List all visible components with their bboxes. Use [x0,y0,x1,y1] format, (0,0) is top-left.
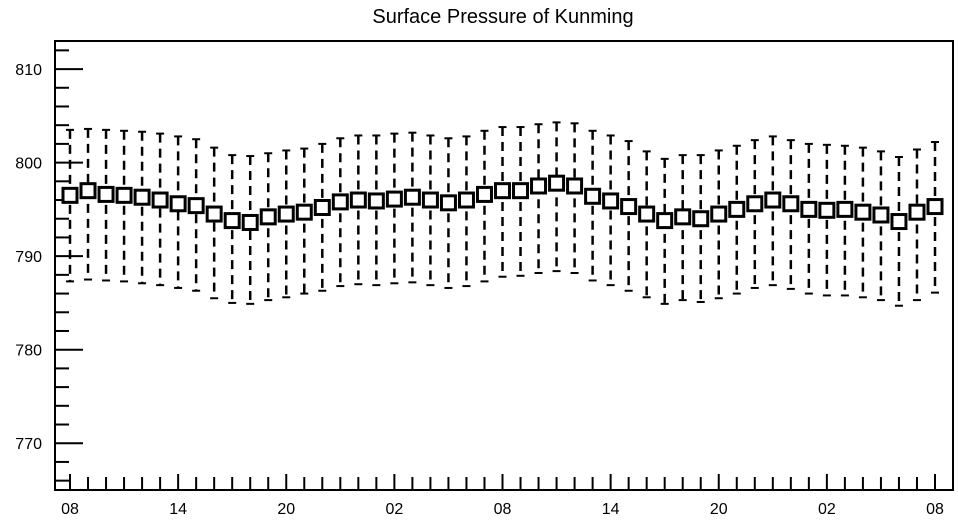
boxes [61,174,944,231]
box-marker [530,177,548,195]
box-marker [151,191,169,209]
box-marker [836,200,854,218]
y-axis: 770 780 790 800 810 [15,49,83,482]
whiskers [66,121,939,307]
x-tick-label: 20 [710,501,728,518]
box-marker [656,212,674,230]
box-marker [620,198,638,216]
y-tick-label: 770 [15,436,42,453]
box-marker [349,191,367,209]
box-marker [584,187,602,205]
box-marker [457,191,475,209]
box-marker [295,203,313,221]
box-marker [818,201,836,219]
x-tick-label: 02 [818,501,836,518]
box-marker [421,191,439,209]
box-marker [403,188,421,206]
box-marker [331,193,349,211]
box-marker [133,188,151,206]
box-marker [872,206,890,224]
box-marker [764,191,782,209]
box-marker [205,205,223,223]
box-marker [800,200,818,218]
chart-title: Surface Pressure of Kunming [372,6,633,28]
x-tick-label: 08 [926,501,944,518]
box-marker [710,205,728,223]
box-marker [313,199,331,217]
box-marker [169,195,187,213]
box-marker [908,203,926,221]
box-marker [602,192,620,210]
box-marker [782,195,800,213]
y-tick-label: 780 [15,343,42,360]
box-marker [674,208,692,226]
box-marker [746,195,764,213]
box-marker [241,213,259,231]
y-tick-label: 810 [15,62,42,79]
box-marker [475,185,493,203]
x-tick-label: 20 [277,501,295,518]
box-marker [223,212,241,230]
x-axis: 08 14 20 02 08 14 20 02 08 [61,474,944,518]
x-tick-label: 14 [602,501,620,518]
box-marker [439,194,457,212]
x-tick-label: 08 [494,501,512,518]
box-marker [385,190,403,208]
box-marker [692,210,710,228]
box-marker [187,197,205,215]
box-marker [61,186,79,204]
box-marker [367,192,385,210]
box-marker [115,186,133,204]
box-marker [79,182,97,200]
box-marker [277,205,295,223]
y-tick-label: 800 [15,156,42,173]
x-tick-label: 02 [385,501,403,518]
plot-frame [54,40,954,491]
x-tick-label: 14 [169,501,187,518]
box-marker [566,177,584,195]
box-marker [728,200,746,218]
box-marker [926,198,944,216]
box-marker [890,213,908,231]
box-marker [638,205,656,223]
box-marker [97,185,115,203]
box-marker [512,182,530,200]
box-marker [494,182,511,200]
y-tick-label: 790 [15,249,42,266]
box-marker [854,203,872,221]
box-marker [548,174,566,192]
x-tick-label: 08 [61,501,79,518]
box-marker [259,208,277,226]
